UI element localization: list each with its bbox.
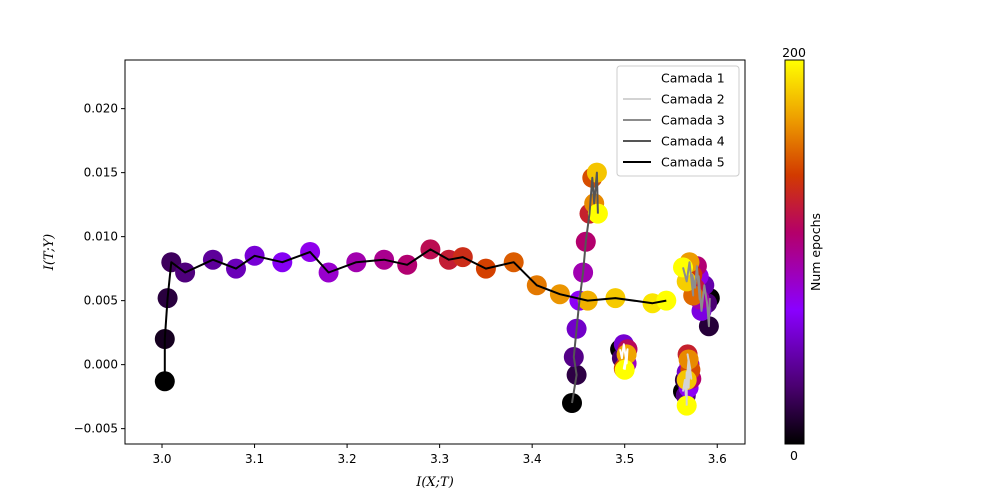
colorbar-min-label: 0: [790, 448, 798, 463]
line-layer: [163, 171, 711, 406]
legend-entry-label: Camada 3: [661, 113, 725, 128]
y-tick-label: 0.020: [84, 102, 118, 116]
x-axis-label: I(X;T): [415, 475, 454, 490]
legend-box: [616, 65, 740, 177]
colorbar-max-label: 200: [782, 45, 806, 60]
series-line-3: [682, 261, 711, 328]
colorbar: 200 0 Num epochs: [782, 45, 823, 463]
legend-entry-label: Camada 1: [661, 71, 725, 86]
y-tick-label: 0.015: [84, 166, 118, 180]
legend: Camada 1 Camada 2 Camada 3 Camada 4 Camada 5: [616, 65, 740, 177]
y-tick-label: −0.005: [74, 422, 118, 436]
x-tick-label: 3.2: [338, 452, 357, 466]
y-tick-label: 0.005: [84, 294, 118, 308]
series-line-1: [619, 343, 629, 370]
colorbar-gradient: [784, 59, 805, 445]
legend-entry-label: Camada 2: [661, 92, 725, 107]
series-line-2: [682, 353, 693, 406]
colorbar-title: Num epochs: [808, 213, 823, 291]
legend-entry-label: Camada 5: [661, 155, 725, 170]
x-tick-label: 3.4: [523, 452, 542, 466]
legend-entry-label: Camada 4: [661, 134, 725, 149]
x-tick-label: 3.1: [245, 452, 264, 466]
x-tick-label: 3.0: [152, 452, 171, 466]
y-axis-label: I(T;Y): [42, 234, 57, 271]
series-line-5: [163, 248, 667, 382]
y-tick-label: 0.000: [84, 358, 118, 372]
x-tick-label: 3.5: [615, 452, 634, 466]
x-tick-label: 3.3: [430, 452, 449, 466]
series-line-4: [571, 171, 599, 404]
x-axis-ticks: 3.0 3.1 3.2 3.3 3.4 3.5 3.6: [152, 444, 727, 466]
x-tick-label: 3.6: [708, 452, 727, 466]
y-tick-label: 0.010: [84, 230, 118, 244]
marker-layer: [154, 162, 720, 416]
y-axis-ticks: −0.005 0.000 0.005 0.010 0.015 0.020: [74, 102, 125, 436]
plot-area-frame: [124, 59, 746, 445]
